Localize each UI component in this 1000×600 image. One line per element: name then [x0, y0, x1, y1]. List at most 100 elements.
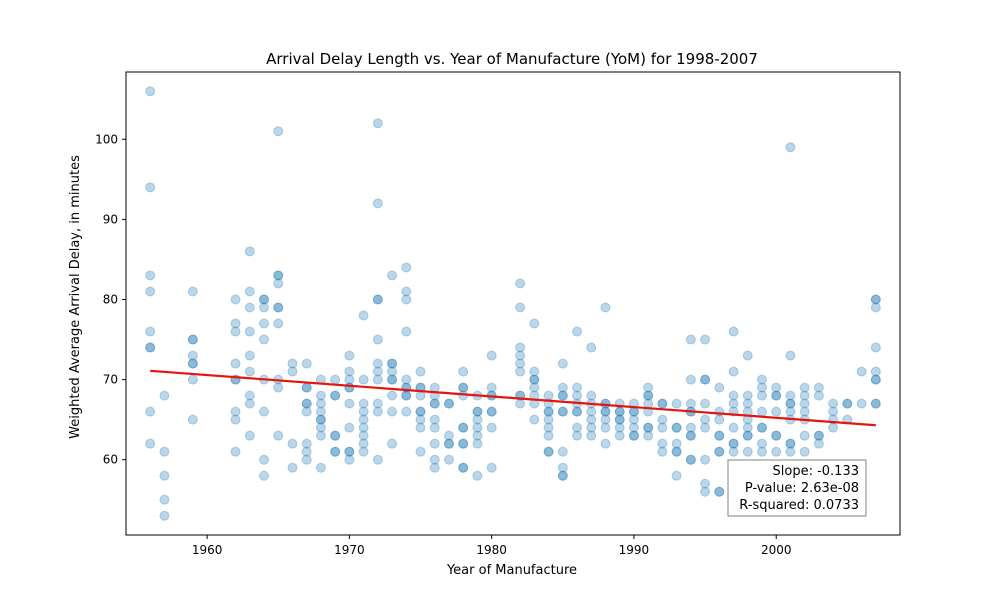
data-point	[472, 406, 483, 417]
data-point	[372, 334, 383, 345]
data-point	[372, 398, 383, 409]
data-point	[145, 326, 156, 337]
data-point	[458, 438, 469, 449]
x-tick-label: 1980	[476, 543, 507, 557]
data-point	[372, 454, 383, 465]
data-point	[543, 446, 554, 457]
data-point	[572, 326, 583, 337]
data-point	[771, 382, 782, 393]
data-point	[742, 390, 753, 401]
data-point	[785, 406, 796, 417]
data-point	[515, 358, 526, 369]
data-point	[856, 366, 867, 377]
data-point	[273, 270, 284, 281]
data-point	[771, 390, 782, 401]
data-point	[187, 358, 198, 369]
data-point	[685, 454, 696, 465]
data-point	[287, 462, 298, 473]
y-tick-label: 90	[103, 212, 118, 226]
data-point	[643, 382, 654, 393]
data-point	[643, 390, 654, 401]
data-point	[828, 398, 839, 409]
data-point	[230, 326, 241, 337]
data-point	[429, 438, 440, 449]
data-point	[187, 350, 198, 361]
y-axis-label: Weighted Average Arrival Delay, in minut…	[68, 155, 83, 439]
data-point	[700, 398, 711, 409]
data-point	[443, 398, 454, 409]
data-point	[756, 446, 767, 457]
data-point	[244, 302, 255, 313]
data-point	[330, 430, 341, 441]
data-point	[643, 430, 654, 441]
data-point	[344, 422, 355, 433]
data-point	[372, 358, 383, 369]
plot-frame	[125, 71, 901, 536]
data-point	[628, 430, 639, 441]
data-point	[728, 438, 739, 449]
data-point	[387, 406, 398, 417]
data-point	[230, 358, 241, 369]
data-point	[671, 446, 682, 457]
data-point	[230, 414, 241, 425]
data-point	[372, 198, 383, 209]
data-point	[372, 374, 383, 385]
data-point	[700, 478, 711, 489]
data-point	[557, 382, 568, 393]
data-point	[529, 318, 540, 329]
data-point	[813, 438, 824, 449]
data-point	[856, 398, 867, 409]
data-point	[273, 302, 284, 313]
data-point	[870, 294, 881, 305]
regression-line	[150, 369, 876, 427]
data-point	[600, 438, 611, 449]
data-point	[315, 414, 326, 425]
data-point	[145, 342, 156, 353]
data-point	[700, 374, 711, 385]
y-tick-label: 70	[103, 373, 118, 387]
data-point	[401, 286, 412, 297]
data-point	[273, 302, 284, 313]
data-point	[372, 366, 383, 377]
data-point	[358, 438, 369, 449]
data-point	[870, 398, 881, 409]
data-point	[572, 382, 583, 393]
data-point	[742, 430, 753, 441]
data-point	[387, 374, 398, 385]
data-point	[443, 438, 454, 449]
data-point	[358, 446, 369, 457]
data-point	[486, 382, 497, 393]
data-point	[387, 366, 398, 377]
data-point	[415, 390, 426, 401]
data-point	[187, 334, 198, 345]
data-point	[230, 446, 241, 457]
data-point	[315, 390, 326, 401]
data-point	[372, 294, 383, 305]
data-point	[244, 390, 255, 401]
data-point	[187, 334, 198, 345]
data-point	[870, 366, 881, 377]
data-point	[529, 374, 540, 385]
data-point	[259, 302, 270, 313]
data-point	[529, 366, 540, 377]
data-point	[145, 406, 156, 417]
data-point	[387, 270, 398, 281]
data-point	[187, 286, 198, 297]
data-point	[700, 422, 711, 433]
axes: 1960 1970 1980 1990 2000 60 70 80 90 100	[95, 71, 901, 557]
regression-stats-box: Slope: -0.133 P-value: 2.63e-08 R-square…	[727, 459, 867, 517]
data-point	[742, 422, 753, 433]
data-point	[643, 422, 654, 433]
data-point	[515, 350, 526, 361]
data-point	[643, 422, 654, 433]
data-point	[600, 414, 611, 425]
data-point	[273, 278, 284, 289]
data-point	[628, 422, 639, 433]
data-point	[259, 318, 270, 329]
data-point	[415, 414, 426, 425]
data-point	[372, 406, 383, 417]
data-point	[671, 438, 682, 449]
data-point	[785, 446, 796, 457]
data-point	[671, 470, 682, 481]
